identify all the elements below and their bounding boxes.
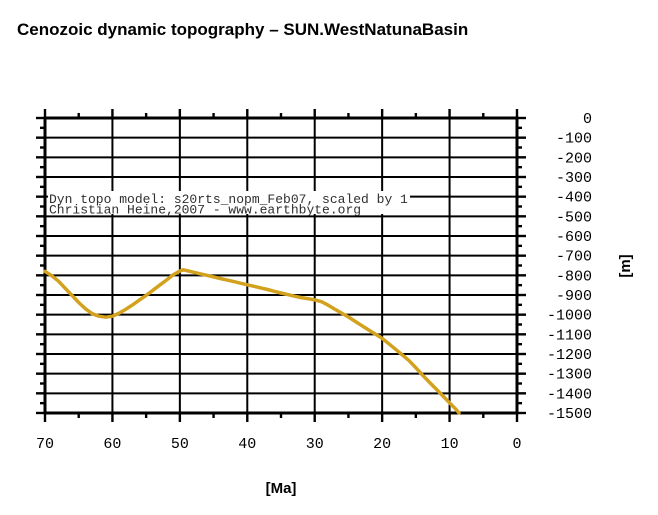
y-tick-label: -300 bbox=[556, 170, 592, 187]
gridlines bbox=[44, 117, 518, 414]
axis-ticks bbox=[36, 109, 526, 422]
page-title: Cenozoic dynamic topography – SUN.WestNa… bbox=[17, 20, 469, 39]
y-axis-label: [m] bbox=[617, 254, 634, 277]
y-tick-label: -700 bbox=[556, 249, 592, 266]
y-tick-label: -400 bbox=[556, 190, 592, 207]
y-tick-label: -200 bbox=[556, 150, 592, 167]
x-tick-label: 70 bbox=[36, 436, 54, 453]
y-tick-label: -1000 bbox=[547, 308, 592, 325]
annotation-background bbox=[48, 191, 410, 214]
x-tick-label: 60 bbox=[103, 436, 121, 453]
tick-labels: 70 60 50 40 30 20 10 0 0 -100 -200 -300 -400 -500 -600… bbox=[36, 111, 592, 453]
y-tick-label: -1500 bbox=[547, 406, 592, 423]
x-tick-label: 30 bbox=[306, 436, 324, 453]
x-tick-label: 50 bbox=[171, 436, 189, 453]
x-tick-label: 40 bbox=[238, 436, 256, 453]
y-tick-label: -100 bbox=[556, 131, 592, 148]
y-tick-label: -800 bbox=[556, 268, 592, 285]
annotation-credit: Christian Heine,2007 - www.earthbyte.org bbox=[49, 203, 361, 218]
y-tick-label: -900 bbox=[556, 288, 592, 305]
y-tick-label: -1200 bbox=[547, 347, 592, 364]
x-tick-label: 10 bbox=[441, 436, 459, 453]
x-axis-label: [Ma] bbox=[266, 480, 297, 497]
x-tick-label: 20 bbox=[373, 436, 391, 453]
y-tick-label: -1400 bbox=[547, 386, 592, 403]
annotation-block: Dyn topo model: s20rts_nopm_Feb07, scale… bbox=[48, 191, 410, 218]
y-tick-label: -1300 bbox=[547, 367, 592, 384]
y-tick-label: -600 bbox=[556, 229, 592, 246]
y-tick-label: -1100 bbox=[547, 327, 592, 344]
plot-frame bbox=[43, 116, 519, 415]
x-tick-label: 0 bbox=[512, 436, 521, 453]
data-series bbox=[43, 268, 461, 415]
y-tick-label: 0 bbox=[583, 111, 592, 128]
topography-line bbox=[43, 268, 461, 415]
annotation-model: Dyn topo model: s20rts_nopm_Feb07, scale… bbox=[49, 192, 408, 207]
y-tick-label: -500 bbox=[556, 209, 592, 226]
